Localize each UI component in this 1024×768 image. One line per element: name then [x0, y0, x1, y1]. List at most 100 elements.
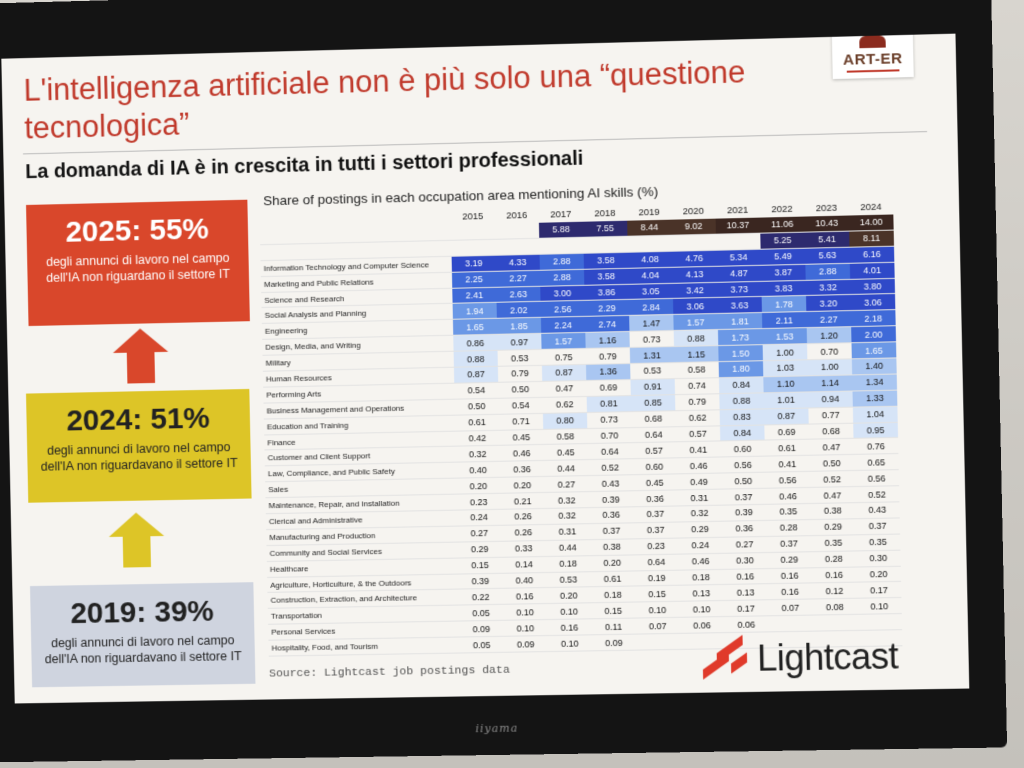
heatmap-cell: 0.43: [588, 475, 632, 492]
heatmap-cell: 7.55: [583, 221, 627, 237]
heatmap-cell: 1.36: [586, 364, 630, 381]
heatmap-cell: 0.32: [456, 446, 500, 463]
heatmap-cell: 0.16: [723, 568, 768, 585]
heatmap-cell: 0.20: [856, 566, 901, 583]
heatmap-cell: 0.56: [854, 470, 899, 487]
heatmap-cell: 2.27: [806, 311, 851, 328]
heatmap-year-header: 2024: [848, 198, 893, 215]
heatmap-cell: 0.80: [543, 412, 587, 429]
heatmap-cell: 0.57: [632, 442, 677, 459]
heatmap-cell: 1.85: [497, 318, 541, 335]
heatmap-cell: 0.26: [501, 508, 545, 525]
heatmap-cell: 4.04: [628, 267, 673, 284]
heatmap-cell: 3.06: [673, 298, 718, 315]
heatmap-cell: 0.32: [545, 492, 589, 509]
heatmap-cell: 0.46: [766, 488, 811, 505]
heatmap-cell: 2.00: [851, 326, 896, 343]
heatmap-cell: [539, 237, 583, 254]
callout-text: degli annunci di lavoro nel campo dell'I…: [31, 628, 255, 667]
heatmap-cell: 0.07: [768, 599, 813, 616]
heatmap-cell: 2.88: [805, 263, 850, 280]
heatmap-cell: 0.23: [634, 538, 679, 555]
heatmap-cell: 1.81: [718, 313, 763, 330]
heatmap-cell: 0.38: [590, 539, 634, 556]
heatmap-cell: 0.76: [854, 438, 899, 455]
heatmap-cell: 0.52: [810, 471, 855, 488]
heatmap-cell: [583, 236, 627, 253]
heatmap-cell: 0.18: [591, 586, 635, 603]
heatmap-cell: 0.12: [812, 583, 857, 600]
heatmap-cell: [636, 634, 681, 651]
heatmap-cell: 0.44: [546, 539, 590, 556]
heatmap-cell: 0.46: [676, 457, 721, 474]
heatmap-cell: 0.61: [455, 414, 499, 431]
heatmap-cell: 0.05: [459, 605, 503, 622]
heatmap-cell: 0.39: [722, 504, 767, 521]
heatmap-cell: 0.18: [679, 569, 724, 586]
heatmap-cell: 0.49: [677, 473, 722, 490]
heatmap-cell: [768, 615, 813, 632]
heatmap-cell: 0.31: [677, 489, 722, 506]
heatmap-cell: 3.58: [584, 268, 628, 285]
heatmap-cell: 4.33: [496, 254, 540, 271]
heatmap-cell: 0.27: [722, 536, 767, 553]
heatmap-cell: 0.20: [590, 555, 634, 572]
heatmap-cell: 4.01: [850, 262, 895, 279]
heatmap-cell: 3.73: [717, 281, 762, 298]
heatmap-cell: 0.39: [458, 573, 502, 590]
heatmap-cell: 10.43: [804, 216, 849, 233]
heatmap-cell: 1.00: [807, 359, 852, 376]
heatmap-year-header: 2018: [583, 205, 627, 222]
heatmap-cell: 0.57: [676, 425, 721, 442]
heatmap-cell: 0.41: [765, 456, 810, 473]
heatmap-cell: 1.10: [763, 376, 808, 393]
heatmap-cell: 0.62: [543, 396, 587, 413]
heatmap-cell: 0.28: [811, 551, 856, 568]
heatmap-cell: 0.58: [543, 428, 587, 445]
heatmap-cell: 11.06: [760, 217, 805, 233]
callout-2024: 2024: 51% degli annunci di lavoro nel ca…: [26, 389, 252, 503]
heatmap-cell: 1.78: [762, 296, 807, 313]
heatmap-cell: 1.00: [763, 344, 808, 361]
heatmap-cell: 0.53: [630, 363, 675, 380]
heatmap-cell: 0.13: [679, 585, 724, 602]
heatmap-cell: 0.20: [500, 477, 544, 494]
heatmap-cell: 0.30: [723, 552, 768, 569]
heatmap-cell: 4.08: [628, 251, 673, 268]
heatmap-cell: 0.30: [856, 550, 901, 567]
heatmap-cell: 2.41: [452, 287, 496, 304]
heatmap-cell: 2.84: [629, 299, 674, 316]
heatmap-cell: 0.54: [454, 382, 498, 399]
heatmap-cell: 0.36: [500, 461, 544, 478]
heatmap-cell: [672, 234, 717, 251]
heatmap-cell: 0.45: [632, 474, 677, 491]
heatmap-cell: 0.65: [854, 454, 899, 471]
heatmap-cell: [451, 239, 495, 256]
heatmap-cell: 3.06: [850, 294, 895, 311]
heatmap-cell: 0.91: [630, 379, 675, 396]
heatmap-cell: 2.88: [540, 269, 584, 286]
heatmap-cell: 0.97: [497, 334, 541, 351]
heatmap-cell: 0.50: [498, 381, 542, 398]
heatmap-cell: 0.47: [542, 380, 586, 397]
heatmap-cell: 1.53: [762, 328, 807, 345]
heatmap-year-header: 2015: [451, 208, 495, 225]
heatmap-cell: 0.79: [498, 365, 542, 382]
heatmap-cell: 0.60: [632, 458, 677, 475]
slide-title: L'intelligenza artificiale non è più sol…: [23, 51, 843, 148]
heatmap-cell: 0.24: [457, 509, 501, 526]
heatmap-cell: 1.73: [718, 329, 763, 346]
heatmap-cell: 0.95: [853, 422, 898, 439]
callout-headline: 2019: 39%: [30, 594, 254, 632]
heatmap-year-header: 2020: [671, 203, 716, 220]
callout-2025: 2025: 55% degli annunci di lavoro nel ca…: [26, 200, 250, 326]
heatmap-cell: 0.52: [855, 486, 900, 503]
heatmap-cell: 0.81: [587, 395, 631, 412]
heatmap-cell: 2.88: [540, 253, 584, 270]
heatmap-cell: 1.15: [674, 346, 719, 363]
heatmap-cell: 3.32: [806, 279, 851, 296]
heatmap-cell: 0.69: [586, 379, 630, 396]
heatmap-cell: 0.32: [545, 508, 589, 525]
heatmap-cell: 8.11: [849, 230, 894, 247]
up-arrow-shaft: [127, 351, 155, 383]
